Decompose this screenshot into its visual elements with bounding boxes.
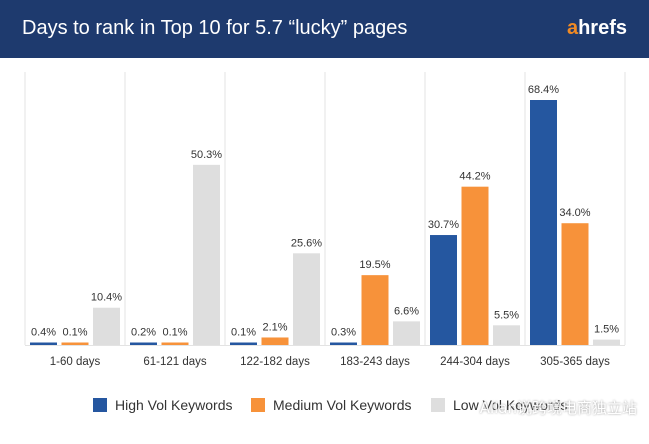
legend-swatch-low (431, 398, 445, 412)
category-label-2: 61-121 days (143, 356, 207, 368)
data-label-medium-4: 19.5% (359, 259, 390, 271)
data-label-medium-2: 0.1% (162, 327, 187, 339)
data-label-low-4: 6.6% (394, 305, 419, 317)
legend-swatch-high (93, 398, 107, 412)
logo-accent-letter: a (566, 17, 579, 39)
bar-high-4 (330, 342, 357, 345)
bar-medium-6 (561, 223, 589, 345)
chart-header: Days to rank in Top 10 for 5.7 “lucky” p… (0, 0, 649, 58)
data-label-low-1: 10.4% (91, 292, 122, 304)
bar-medium-3 (261, 337, 289, 345)
bar-medium-2 (161, 342, 189, 345)
bar-high-1 (30, 342, 57, 345)
data-label-medium-1: 0.1% (62, 327, 87, 339)
bar-low-4 (393, 321, 420, 345)
bar-high-6 (530, 100, 557, 345)
data-label-high-6: 68.4% (528, 84, 559, 96)
bar-low-1 (93, 307, 120, 345)
legend-item-low: Low Vol Keywords (431, 393, 567, 417)
data-label-medium-3: 2.1% (262, 321, 287, 333)
bar-low-5 (493, 325, 520, 345)
data-label-low-6: 1.5% (594, 324, 619, 336)
bar-chart: 0.4% 0.1% 10.4% 1-60 days 0.2% 0.1% 50.3% 61-12… (24, 72, 626, 368)
data-label-high-5: 30.7% (428, 219, 459, 231)
data-label-high-3: 0.1% (231, 327, 256, 339)
bar-high-3 (230, 342, 257, 345)
category-label-5: 244-304 days (440, 356, 510, 368)
bar-low-6 (593, 339, 620, 345)
legend-label-medium: Medium Vol Keywords (273, 397, 412, 413)
chart-title: Days to rank in Top 10 for 5.7 “lucky” p… (22, 17, 408, 39)
ahrefs-logo: ahrefs (567, 17, 627, 40)
chart-legend: High Vol Keywords Medium Vol Keywords Lo… (0, 393, 649, 417)
category-label-3: 122-182 days (240, 356, 310, 368)
data-label-medium-5: 44.2% (459, 171, 490, 183)
data-label-high-2: 0.2% (131, 327, 156, 339)
data-label-medium-6: 34.0% (559, 207, 590, 219)
category-label-1: 1-60 days (50, 356, 101, 368)
bar-high-2 (130, 342, 157, 345)
bar-low-3 (293, 253, 320, 345)
legend-item-high: High Vol Keywords (93, 393, 233, 417)
legend-label-high: High Vol Keywords (115, 397, 233, 413)
legend-item-medium: Medium Vol Keywords (251, 393, 412, 417)
bar-high-5 (430, 235, 457, 345)
data-label-high-1: 0.4% (31, 327, 56, 339)
category-label-4: 183-243 days (340, 356, 410, 368)
data-label-low-2: 50.3% (191, 149, 222, 161)
bar-medium-1 (61, 342, 89, 345)
legend-label-low: Low Vol Keywords (453, 397, 568, 413)
data-label-low-5: 5.5% (494, 309, 519, 321)
category-label-6: 305-365 days (540, 356, 610, 368)
legend-swatch-medium (251, 398, 265, 412)
bar-medium-5 (461, 186, 489, 345)
logo-text: hrefs (578, 17, 627, 39)
data-label-low-3: 25.6% (291, 237, 322, 249)
data-label-high-4: 0.3% (331, 327, 356, 339)
bar-medium-4 (361, 275, 389, 345)
bar-low-2 (193, 164, 220, 345)
watermark-text: Allan说跨境电商独立站 (479, 399, 637, 417)
